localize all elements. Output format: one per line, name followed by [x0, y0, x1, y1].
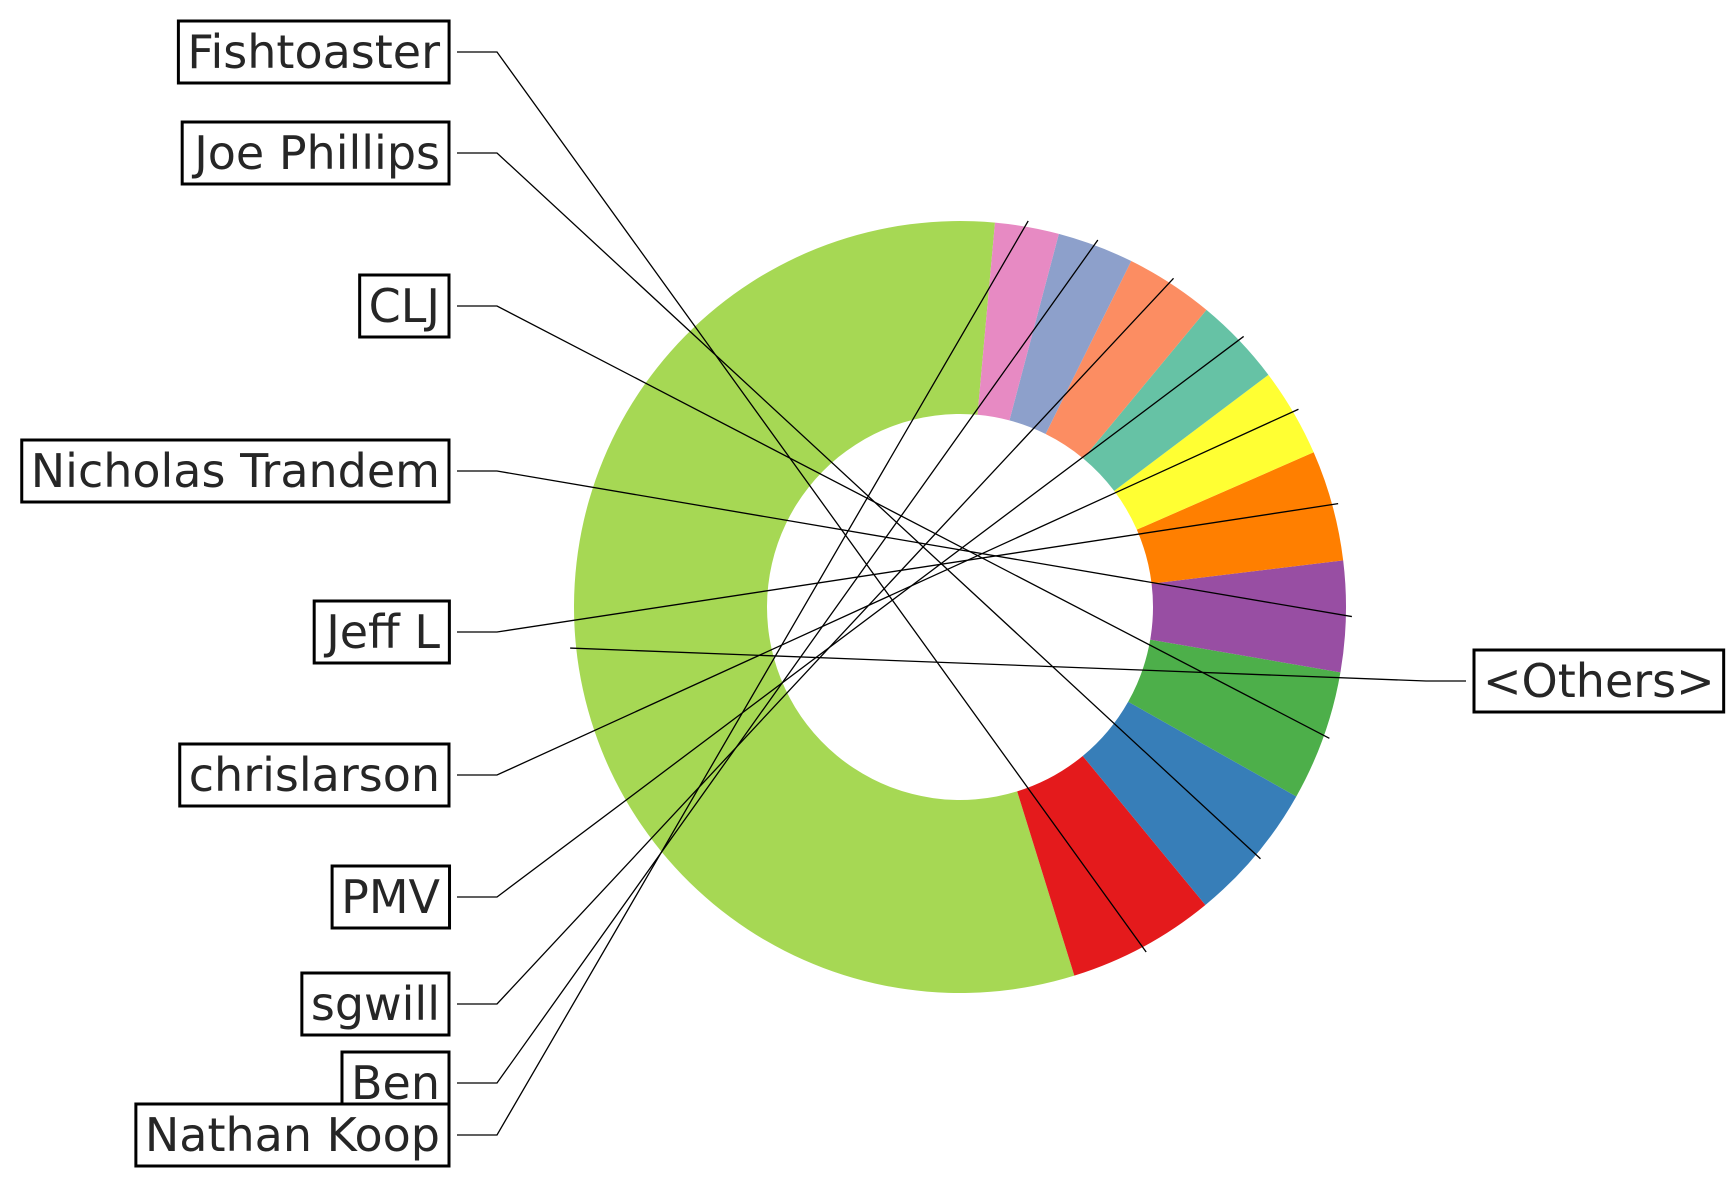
label-text-clj: CLJ	[369, 279, 440, 333]
leader-line-nathan-koop	[457, 220, 1029, 1136]
label-text-fishtoaster: Fishtoaster	[187, 25, 440, 79]
leader-line-nicholas-trandem	[457, 470, 1352, 618]
slice-chrislarson	[1114, 374, 1314, 530]
label-box-fishtoaster	[176, 19, 451, 85]
slice-nicholas-trandem	[1150, 560, 1346, 673]
label-joe-phillips: Joe Phillips	[180, 120, 451, 186]
label-text-ben: Ben	[351, 1056, 440, 1110]
label-box-others	[1472, 648, 1726, 714]
label-text-jeff-l: Jeff L	[323, 605, 440, 659]
label-box-nathan-koop	[134, 1102, 451, 1168]
label-text-joe-phillips: Joe Phillips	[191, 126, 440, 180]
slice-clj	[1128, 639, 1341, 797]
label-box-chrislarson	[178, 742, 451, 808]
leader-line-chrislarson	[457, 408, 1299, 776]
slice-ben	[1009, 233, 1132, 435]
label-fishtoaster: Fishtoaster	[176, 19, 451, 85]
donut-slices	[573, 221, 1346, 993]
label-text-chrislarson: chrislarson	[189, 748, 440, 802]
leader-line-sgwill	[457, 277, 1175, 1005]
leader-line-clj	[457, 305, 1330, 739]
leader-line-joe-phillips	[457, 152, 1261, 860]
label-nathan-koop: Nathan Koop	[134, 1102, 451, 1168]
label-box-clj	[358, 273, 451, 339]
label-pmv: PMV	[330, 864, 452, 930]
slice-labels: <Others> Fishtoaster Joe Phillips CLJ Nichol…	[20, 19, 1726, 1168]
label-text-nathan-koop: Nathan Koop	[145, 1108, 440, 1162]
leader-line-pmv	[457, 335, 1245, 898]
leader-line-ben	[457, 239, 1099, 1084]
label-box-jeff-l	[312, 599, 451, 665]
label-box-nicholas-trandem	[20, 438, 451, 504]
label-text-sgwill: sgwill	[311, 977, 440, 1031]
label-text-pmv: PMV	[341, 870, 440, 924]
label-others: <Others>	[1472, 648, 1726, 714]
slice-pmv	[1083, 309, 1269, 491]
slice-fishtoaster	[1017, 755, 1206, 976]
label-box-joe-phillips	[180, 120, 451, 186]
label-text-others: <Others>	[1483, 654, 1715, 708]
leader-line-fishtoaster	[457, 51, 1147, 953]
label-leader-lines	[457, 51, 1466, 1136]
label-nicholas-trandem: Nicholas Trandem	[20, 438, 451, 504]
label-chrislarson: chrislarson	[178, 742, 451, 808]
label-box-sgwill	[300, 971, 451, 1037]
label-sgwill: sgwill	[300, 971, 451, 1037]
label-jeff-l: Jeff L	[312, 599, 451, 665]
leader-line-others	[570, 647, 1466, 682]
slice-sgwill	[1045, 261, 1207, 459]
label-text-nicholas-trandem: Nicholas Trandem	[31, 444, 440, 498]
leader-line-jeff-l	[457, 503, 1339, 633]
slice-joe-phillips	[1082, 701, 1297, 905]
label-clj: CLJ	[358, 273, 451, 339]
label-box-pmv	[330, 864, 452, 930]
